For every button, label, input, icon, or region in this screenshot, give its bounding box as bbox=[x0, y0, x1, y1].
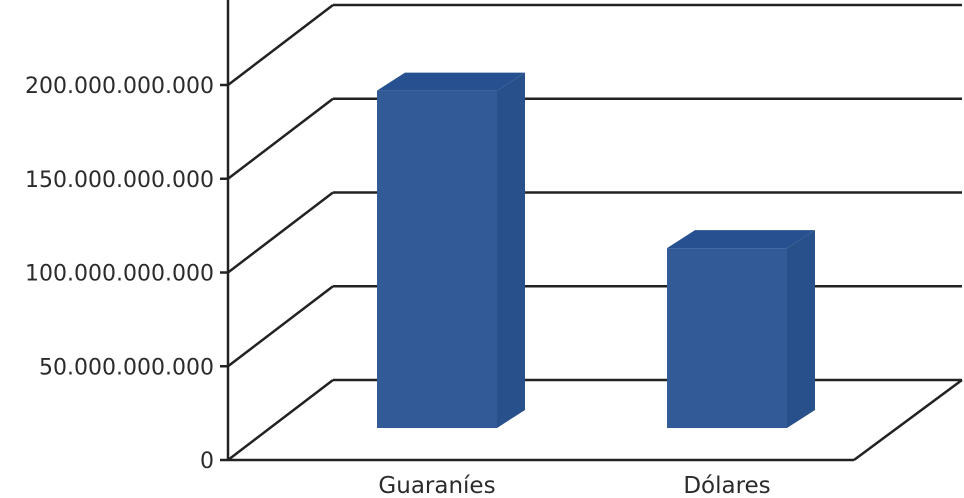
bar-side bbox=[787, 230, 815, 428]
bar bbox=[667, 248, 787, 428]
gridlines bbox=[227, 3, 962, 461]
gridline-diagonal bbox=[227, 97, 334, 180]
gridline-diagonal bbox=[227, 379, 334, 461]
bar-top bbox=[377, 72, 525, 91]
gridline-diagonal bbox=[227, 4, 334, 86]
bar bbox=[377, 90, 497, 428]
y-tick-label: 0 bbox=[200, 449, 214, 474]
bar-side bbox=[497, 72, 525, 428]
axes bbox=[220, 0, 963, 462]
y-tick-label: 150.000.000.000 bbox=[25, 168, 214, 193]
floor-right-edge bbox=[853, 378, 963, 462]
gridline-diagonal bbox=[227, 285, 334, 368]
y-tick-label: 200.000.000.000 bbox=[25, 74, 214, 99]
bar-group bbox=[667, 230, 815, 428]
y-tick-label: 100.000.000.000 bbox=[25, 262, 214, 287]
y-tick-label: 50.000.000.000 bbox=[39, 355, 214, 380]
x-tick-label: Dólares bbox=[683, 473, 770, 498]
labels: 0 50.000.000.000 100.000.000.000 150.000.00… bbox=[25, 74, 771, 498]
gridline-diagonal bbox=[227, 191, 334, 274]
bar-top bbox=[667, 230, 815, 249]
bars bbox=[377, 72, 815, 428]
x-tick-label: Guaraníes bbox=[378, 473, 495, 498]
bar-group bbox=[377, 72, 525, 428]
